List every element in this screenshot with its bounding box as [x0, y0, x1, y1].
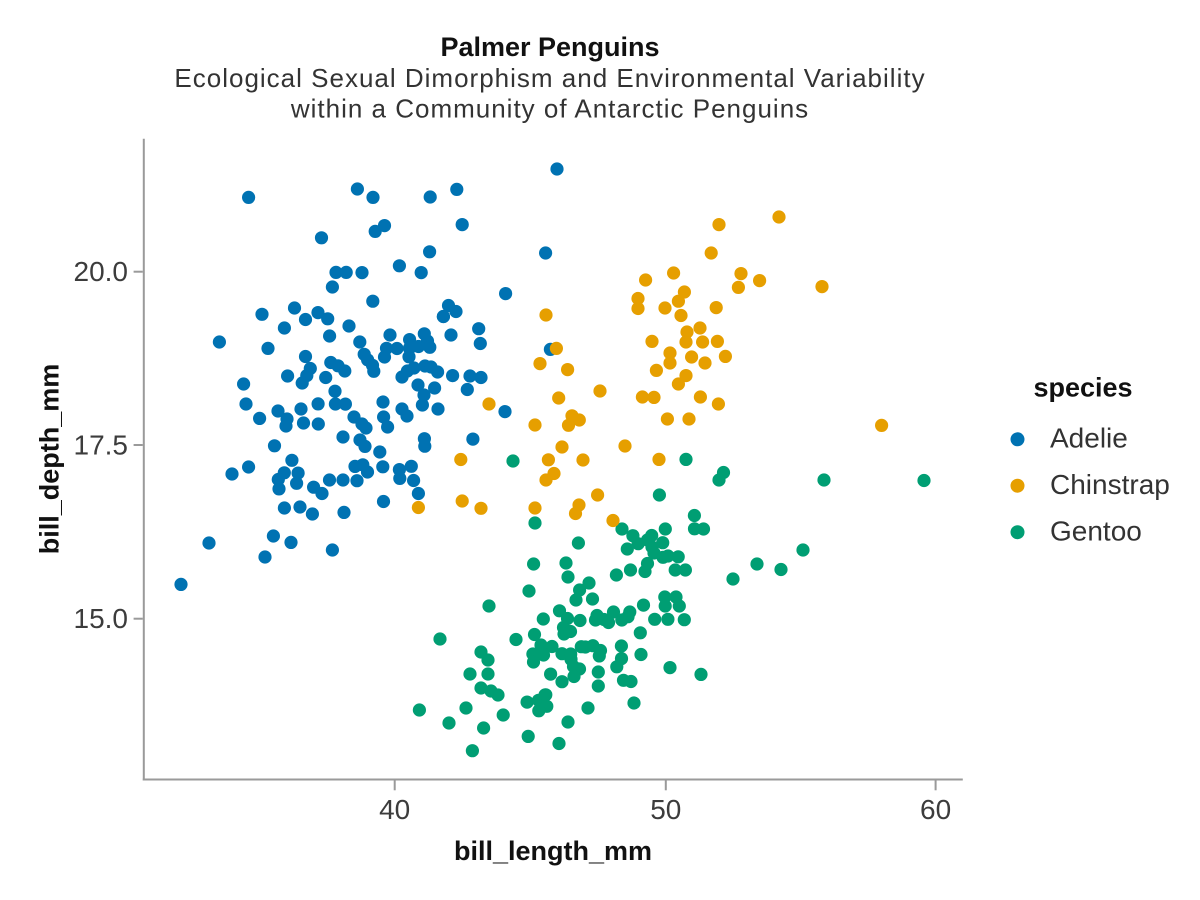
- svg-text:within a Community of Antarcti: within a Community of Antarctic Penguins: [290, 94, 809, 124]
- svg-text:Gentoo: Gentoo: [1050, 515, 1142, 546]
- svg-text:Chinstrap: Chinstrap: [1050, 469, 1170, 500]
- svg-text:bill_length_mm: bill_length_mm: [454, 836, 652, 866]
- svg-text:20.0: 20.0: [74, 256, 129, 287]
- svg-text:species: species: [1033, 373, 1132, 403]
- svg-text:bill_depth_mm: bill_depth_mm: [35, 364, 65, 555]
- svg-text:40: 40: [379, 794, 410, 825]
- svg-text:17.5: 17.5: [74, 429, 129, 460]
- svg-text:15.0: 15.0: [74, 603, 129, 634]
- svg-text:Palmer Penguins: Palmer Penguins: [440, 32, 659, 62]
- svg-text:50: 50: [650, 794, 681, 825]
- svg-text:Adelie: Adelie: [1050, 423, 1128, 454]
- svg-text:Ecological Sexual Dimorphism a: Ecological Sexual Dimorphism and Environ…: [174, 63, 925, 93]
- svg-text:60: 60: [920, 794, 951, 825]
